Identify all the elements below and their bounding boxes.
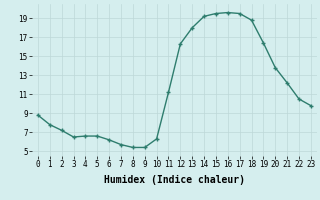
X-axis label: Humidex (Indice chaleur): Humidex (Indice chaleur) [104,175,245,185]
